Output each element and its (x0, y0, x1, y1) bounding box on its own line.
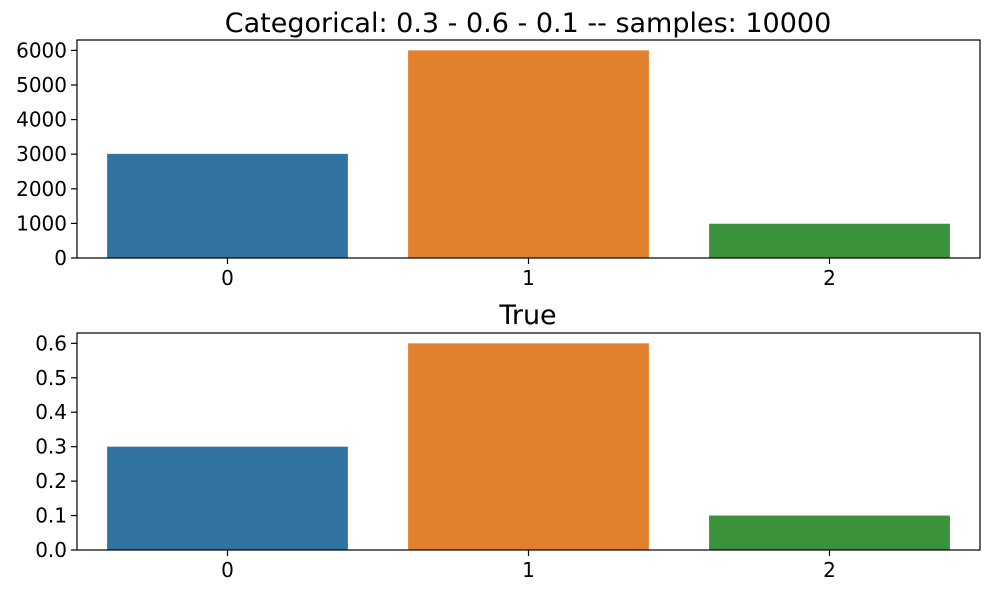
bottom-xtick-label: 0 (221, 558, 234, 582)
bottom-ytick-label: 0.3 (35, 435, 67, 459)
top-ytick-label: 3000 (16, 142, 67, 166)
top-ytick-label: 2000 (16, 177, 67, 201)
bottom-bar-2 (709, 515, 950, 550)
bottom-ytick-label: 0.0 (35, 538, 67, 562)
top-chart-title: Categorical: 0.3 - 0.6 - 0.1 -- samples:… (225, 8, 832, 39)
top-xtick-label: 2 (823, 266, 836, 290)
bottom-chart-title: True (498, 300, 556, 331)
top-bar-2 (709, 223, 950, 258)
bottom-chart-panel: True 0.0 0.1 0.2 0.3 0.4 0.5 0.6 0 1 2 (35, 300, 981, 582)
bottom-xtick-label: 2 (823, 558, 836, 582)
bottom-bar-0 (107, 446, 348, 550)
top-ytick-label: 0 (54, 246, 67, 270)
top-ytick-label: 5000 (16, 73, 67, 97)
top-bar-1 (408, 50, 649, 258)
bottom-ytick-label: 0.2 (35, 469, 67, 493)
top-chart-panel: Categorical: 0.3 - 0.6 - 0.1 -- samples:… (16, 8, 981, 290)
top-xtick-label: 0 (221, 266, 234, 290)
bottom-ytick-label: 0.5 (35, 366, 67, 390)
top-xtick-label: 1 (522, 266, 535, 290)
top-bar-0 (107, 153, 348, 258)
bottom-xtick-label: 1 (522, 558, 535, 582)
bottom-ytick-label: 0.6 (35, 331, 67, 355)
bottom-ytick-label: 0.1 (35, 504, 67, 528)
top-ytick-label: 6000 (16, 38, 67, 62)
top-ytick-label: 1000 (16, 211, 67, 235)
bottom-bar-1 (408, 343, 649, 550)
top-ytick-label: 4000 (16, 108, 67, 132)
bottom-ytick-label: 0.4 (35, 400, 67, 424)
